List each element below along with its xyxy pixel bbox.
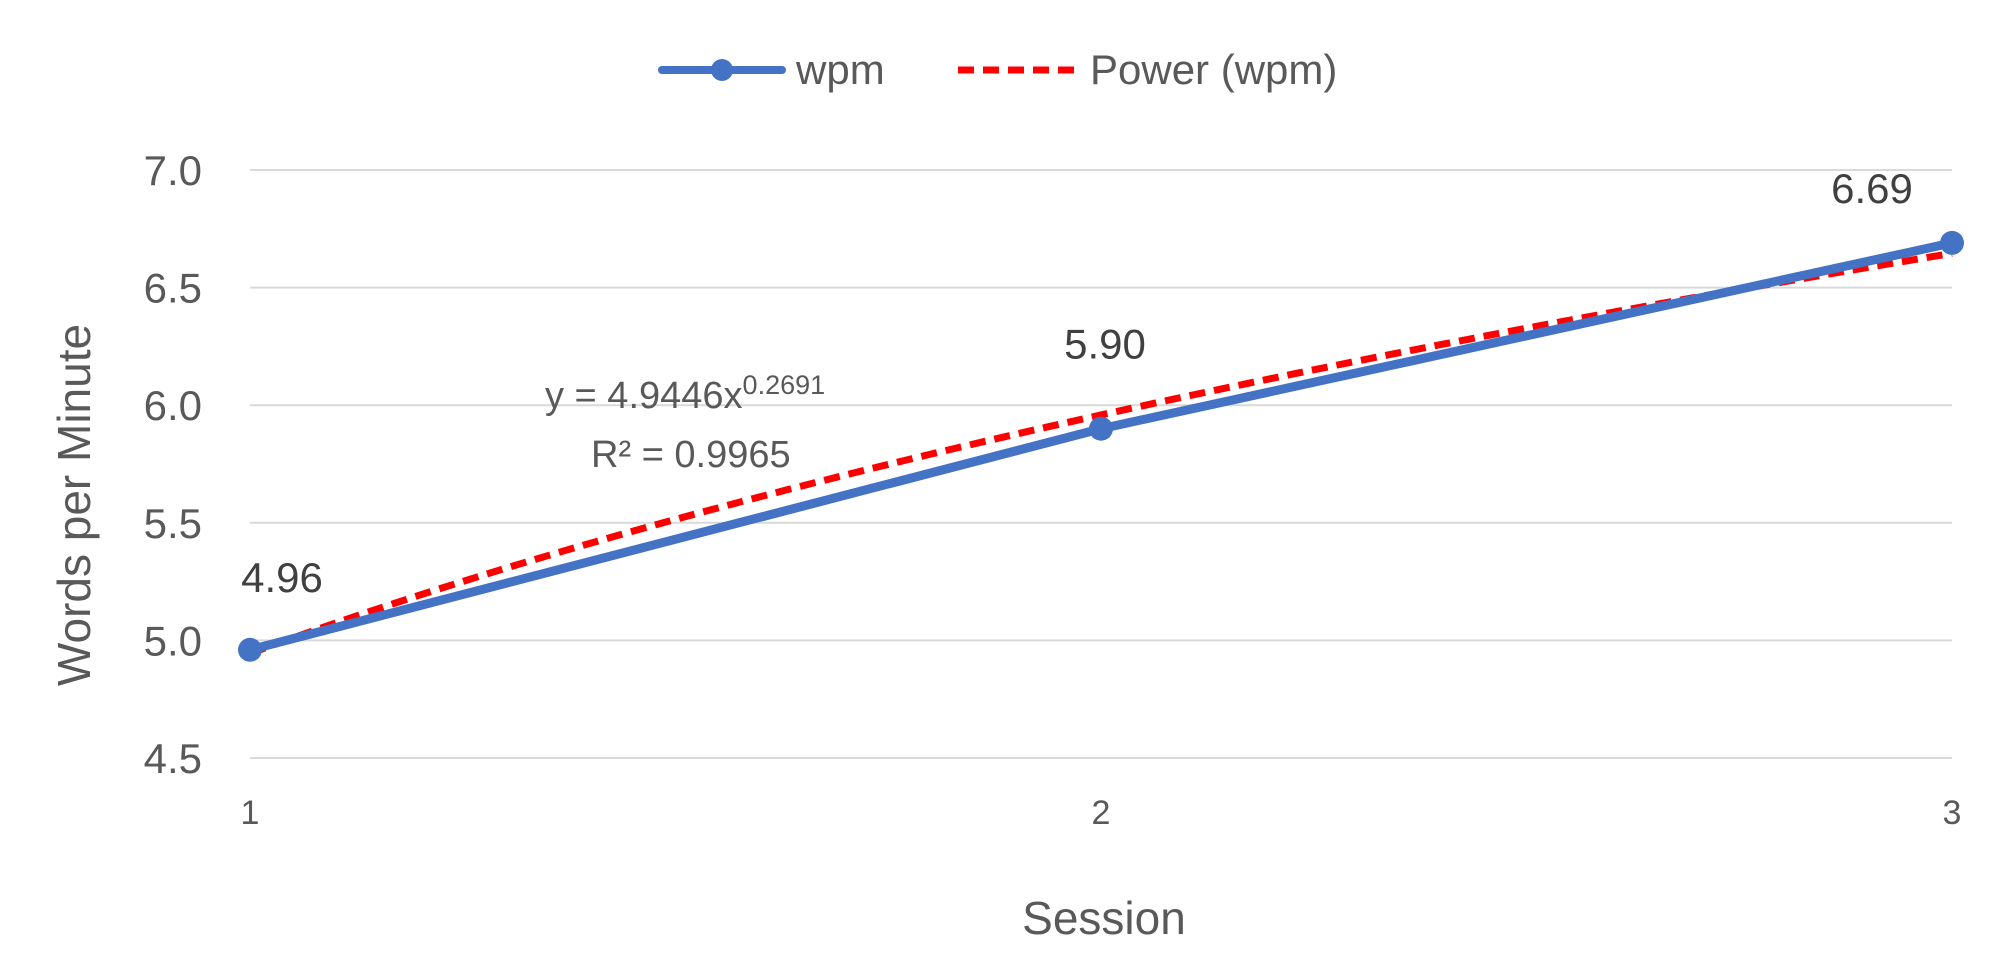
- series-markers-wpm: [238, 230, 1964, 662]
- y-tick-label: 6.0: [144, 382, 202, 429]
- y-tick-label: 4.5: [144, 735, 202, 782]
- series-line-wpm: [248, 238, 1953, 655]
- y-tick-label: 5.0: [144, 617, 202, 664]
- legend: wpm Power (wpm): [658, 46, 1337, 93]
- data-point-wpm: [238, 637, 262, 662]
- data-point-wpm: [1940, 230, 1964, 255]
- trendline-equation: y = 4.9446x0.2691: [545, 370, 825, 417]
- x-axis-title: Session: [1022, 892, 1186, 944]
- trendline-power: [248, 249, 1953, 657]
- data-point-wpm: [1089, 416, 1113, 441]
- gridlines: [250, 169, 1952, 759]
- x-axis-ticks: 1 2 3: [241, 794, 1962, 832]
- y-tick-label: 5.5: [144, 500, 202, 547]
- data-labels: 4.96 5.90 6.69: [241, 165, 1913, 601]
- trendline-r-squared: R² = 0.9965: [591, 434, 791, 476]
- y-axis-title: Words per Minute: [48, 324, 100, 686]
- y-tick-label: 6.5: [144, 265, 202, 312]
- x-tick-label: 3: [1943, 794, 1962, 832]
- data-label-wpm: 4.96: [241, 554, 323, 601]
- x-tick-label: 1: [241, 794, 260, 832]
- trendline-equation-base: y = 4.9446x: [545, 375, 743, 417]
- legend-label-trendline: Power (wpm): [1090, 46, 1337, 93]
- legend-label-wpm: wpm: [795, 46, 885, 93]
- y-axis-ticks: 4.5 5.0 5.5 6.0 6.5 7.0: [144, 147, 202, 782]
- trendline-equation-exponent: 0.2691: [743, 370, 826, 400]
- data-label-wpm: 5.90: [1064, 321, 1146, 368]
- legend-wpm-marker: [711, 59, 733, 81]
- x-tick-label: 2: [1092, 794, 1111, 832]
- y-tick-label: 7.0: [144, 147, 202, 194]
- data-label-wpm: 6.69: [1831, 165, 1913, 212]
